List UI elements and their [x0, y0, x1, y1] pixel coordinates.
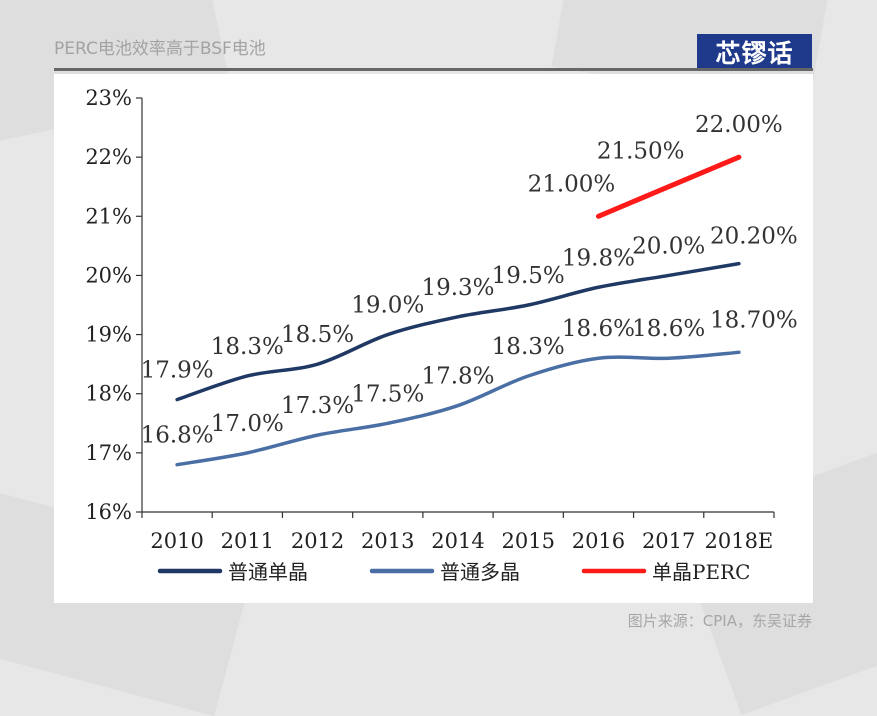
data-label: 21.00% — [528, 171, 616, 197]
legend-label: 普通多晶 — [440, 560, 520, 584]
data-label: 20.20% — [710, 224, 798, 250]
data-label: 17.5% — [351, 381, 424, 407]
y-tick-label: 21% — [85, 204, 132, 228]
brand-logo: 芯镠话 — [697, 34, 812, 70]
slide-title: PERC电池效率高于BSF电池 — [54, 39, 266, 59]
x-tick-label: 2011 — [221, 529, 274, 553]
multi-series-line — [175, 350, 741, 467]
x-tick-label: 2018E — [704, 529, 773, 553]
data-label: 17.9% — [141, 358, 214, 384]
legend-label: 普通单晶 — [228, 560, 308, 584]
data-label: 17.0% — [211, 411, 284, 437]
data-label: 18.3% — [211, 334, 284, 360]
data-label: 19.5% — [492, 263, 565, 289]
perc-series-line — [595, 154, 742, 219]
y-tick-label: 17% — [85, 441, 132, 465]
x-tick-label: 2012 — [291, 529, 344, 553]
x-tick-label: 2014 — [431, 529, 484, 553]
x-tick-label: 2016 — [572, 529, 625, 553]
line-chart: 16% 17% 18% 19% 20% 21% 22% 23% 2010 2011 2012 2013… — [85, 86, 798, 584]
data-label: 22.00% — [695, 112, 783, 138]
x-tick-label: 2010 — [150, 529, 203, 553]
data-label: 21.50% — [597, 139, 685, 165]
mono-series-line — [175, 261, 741, 402]
y-tick-label: 23% — [85, 86, 132, 110]
legend-label: 单晶PERC — [652, 560, 750, 584]
data-label: 19.8% — [562, 245, 635, 271]
source-note: 图片来源：CPIA，东吴证券 — [627, 612, 812, 630]
data-label: 19.3% — [421, 275, 494, 301]
data-label: 18.70% — [710, 307, 798, 333]
data-label: 18.5% — [281, 322, 354, 348]
data-label: 19.0% — [351, 293, 424, 319]
data-label: 16.8% — [141, 423, 214, 449]
y-tick-label: 16% — [85, 500, 132, 524]
chart-panel: 16% 17% 18% 19% 20% 21% 22% 23% 2010 2011 2012 2013… — [54, 74, 813, 603]
data-label: 17.8% — [421, 364, 494, 390]
y-tick-label: 19% — [85, 323, 132, 347]
data-label: 18.6% — [632, 316, 705, 342]
data-label: 17.3% — [281, 393, 354, 419]
x-tick-label: 2013 — [361, 529, 414, 553]
y-tick-label: 20% — [85, 263, 132, 287]
data-label: 20.0% — [632, 233, 705, 259]
x-tick-label: 2015 — [501, 529, 554, 553]
x-tick-label: 2017 — [642, 529, 695, 553]
title-divider — [54, 68, 813, 71]
y-tick-label: 22% — [85, 145, 132, 169]
data-label: 18.6% — [562, 316, 635, 342]
y-tick-label: 18% — [85, 382, 132, 406]
data-label: 18.3% — [492, 334, 565, 360]
